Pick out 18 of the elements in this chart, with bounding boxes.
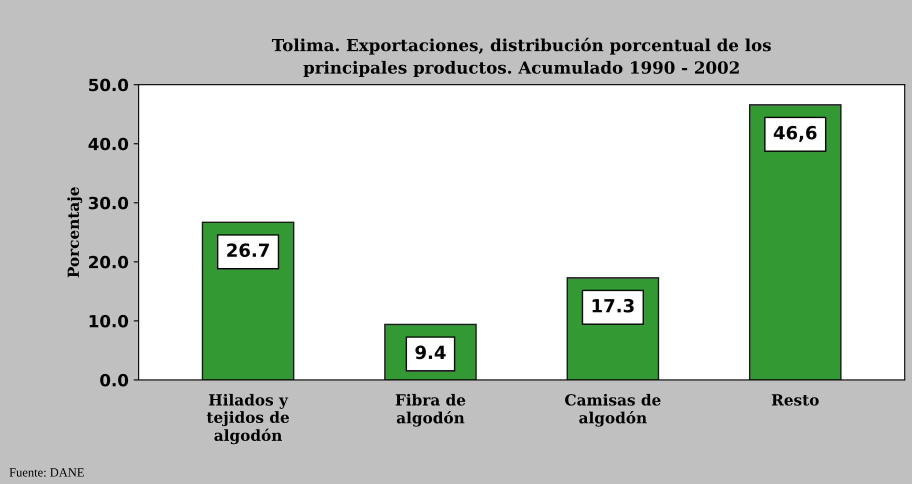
y-tick-label: 40.0 (88, 138, 128, 150)
chart-title: Tolima. Exportaciones, distribución porcentual de los principales productos. Acumulado 1990 - 2002 (272, 38, 771, 78)
x-tick-label: Camisas de algodón (565, 394, 661, 427)
y-tick-label: 50.0 (89, 78, 128, 92)
data-label: 46,6 (774, 126, 817, 142)
y-tick-label: 30.0 (88, 196, 128, 210)
source-note: Fuente: DANE (9, 468, 84, 477)
x-tick-label: Resto (772, 394, 819, 406)
data-label: 17.3 (592, 298, 634, 313)
y-tick-label: 10.0 (90, 314, 128, 328)
y-axis-title: Porcentaje (67, 187, 82, 278)
bar (748, 104, 842, 380)
x-tick-label: Fibra de algodón (396, 394, 466, 427)
data-label: 9.4 (415, 346, 446, 360)
x-tick-label: Hilados y tejidos de algodón (206, 394, 290, 444)
y-tick-label: 0.0 (100, 374, 128, 387)
data-label: 26.7 (227, 243, 269, 258)
y-tick-label: 20.0 (89, 256, 128, 268)
